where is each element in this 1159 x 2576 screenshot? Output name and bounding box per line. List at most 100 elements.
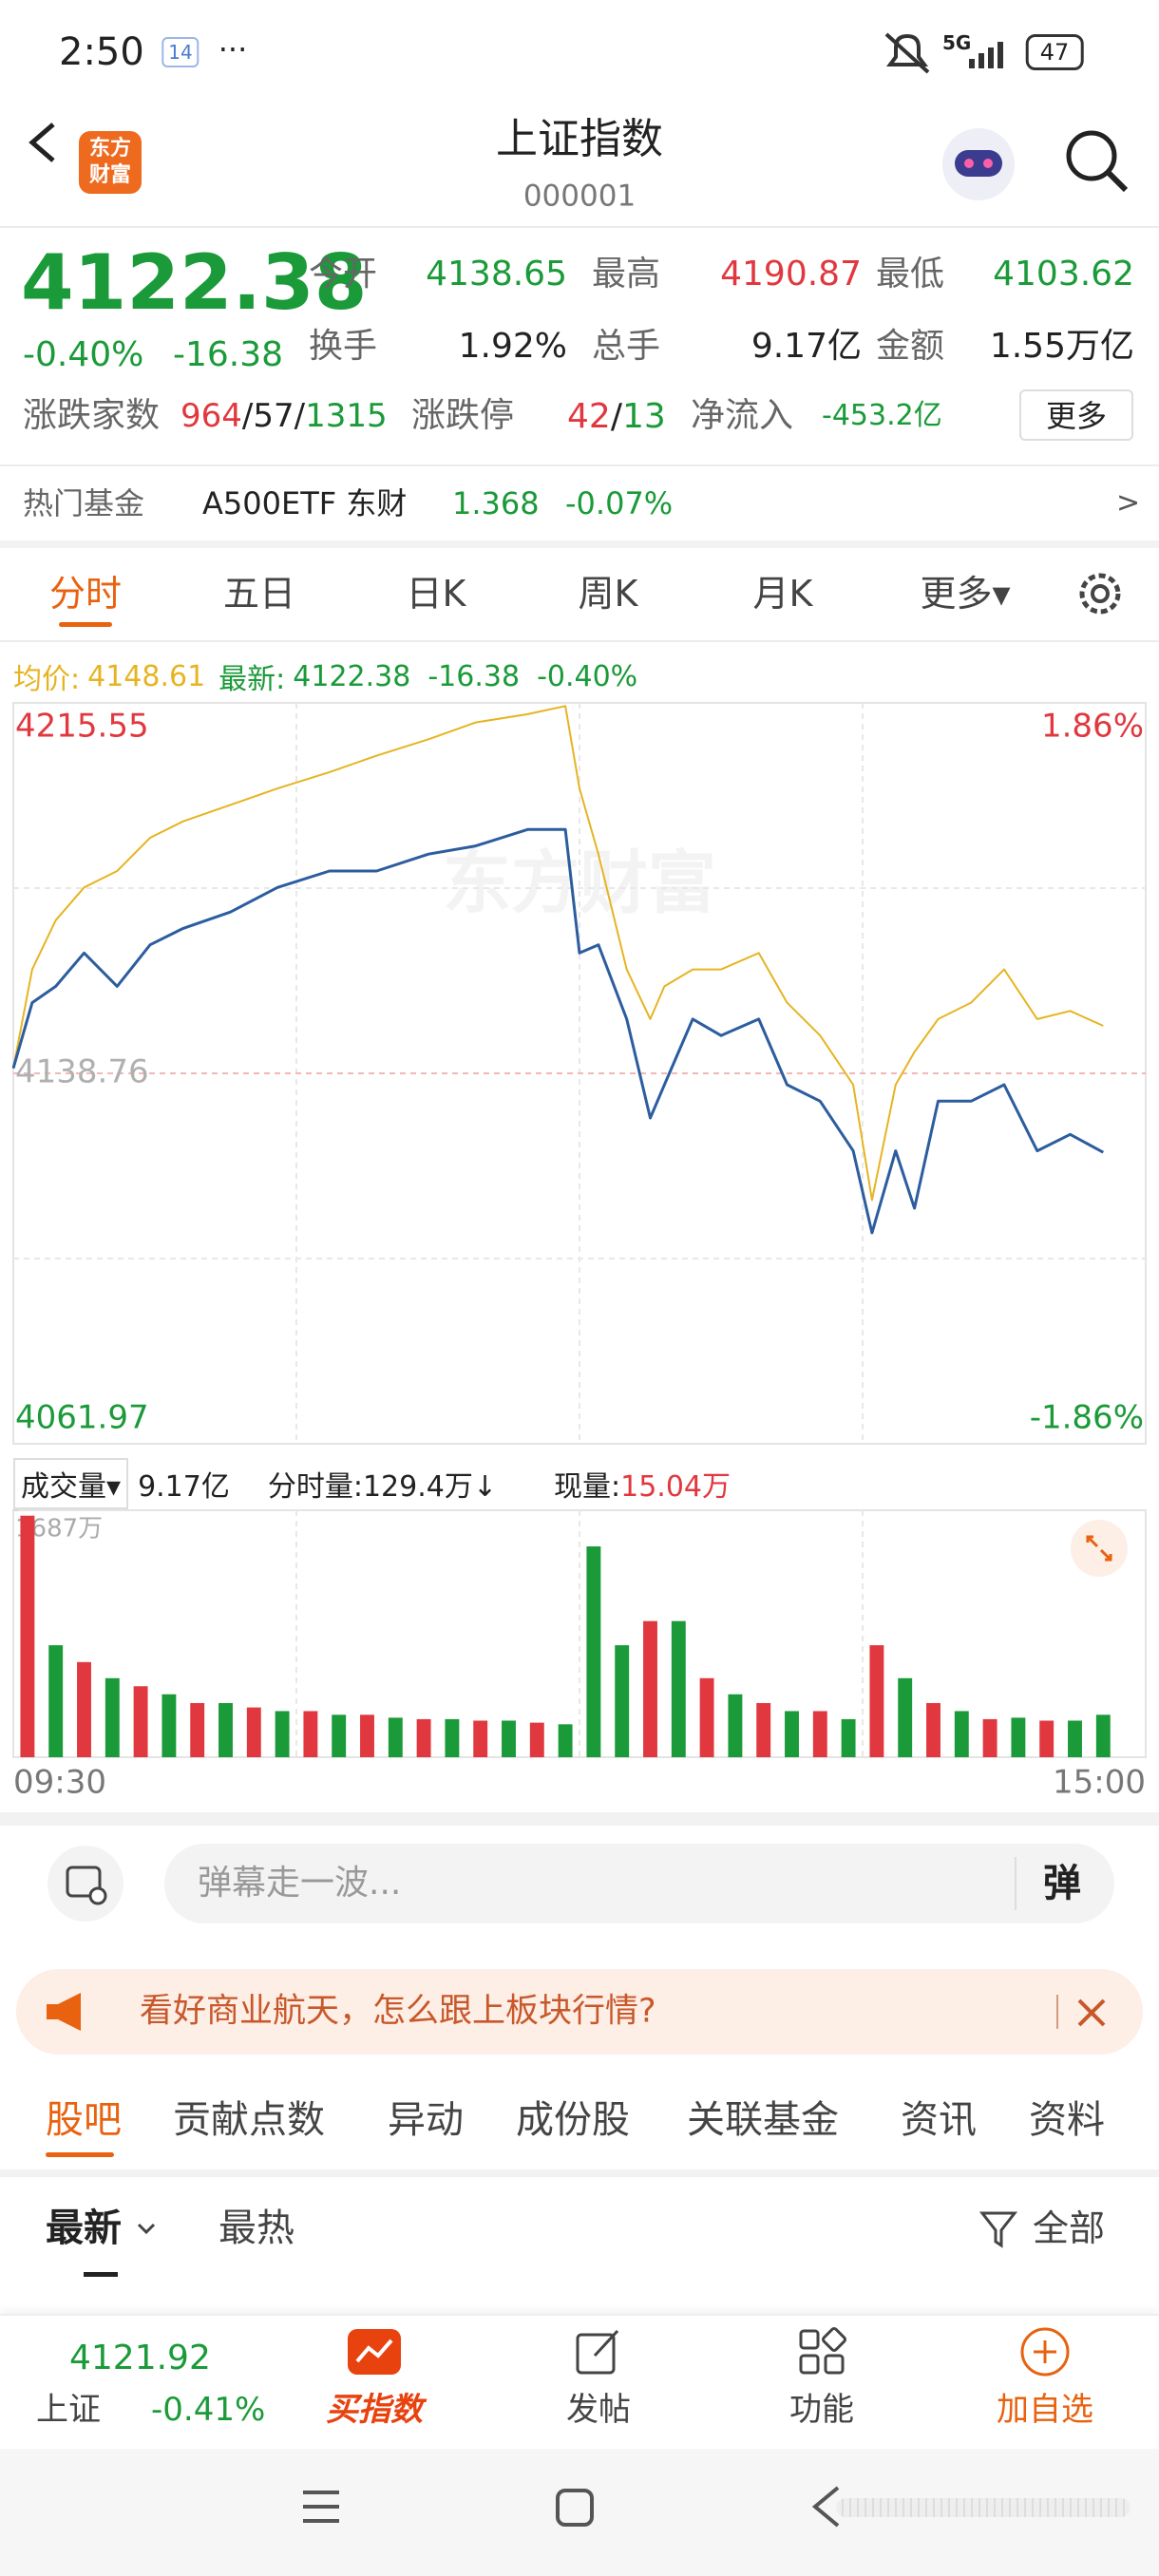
section-tab[interactable]: 异动 [388,2098,464,2142]
legend-pct: -0.40% [537,659,638,693]
x-tick-label: 09:30 [13,1764,106,1802]
close-cross[interactable] [1077,1998,1106,2027]
volume-bar [218,1702,233,1757]
nav-item[interactable]: 买指数 [326,2391,423,2429]
tab[interactable]: 日K [406,573,466,615]
y-tick-label: 4138.76 [15,1053,149,1091]
search-lens[interactable] [1066,130,1117,181]
assistant-avatar[interactable] [936,122,1021,207]
dropdown-icon[interactable] [135,2219,158,2238]
danmaku-icon-bg[interactable] [48,1846,124,1922]
add-circle[interactable] [1020,2327,1070,2377]
function-icon[interactable] [797,2327,846,2377]
nav-item[interactable]: 加自选 [997,2391,1093,2429]
filter-label[interactable]: 全部 [1033,2207,1106,2249]
section-tab[interactable]: 资讯 [901,2098,977,2142]
tab[interactable]: 月K [752,573,813,615]
breadth: 964/57/1315 [180,397,388,435]
section-tab[interactable]: 关联基金 [687,2098,839,2142]
buy-index-icon[interactable] [346,2327,403,2377]
post-icon-pen[interactable] [593,2329,619,2358]
add-watch-icon[interactable] [1018,2325,1072,2378]
hot-fund-name[interactable]: A500ETF 东财 [202,485,408,521]
search-icon[interactable] [1059,123,1135,199]
settings-icon[interactable] [1074,568,1126,619]
more-label[interactable]: 更多 [1045,398,1108,434]
section-tab[interactable]: 成份股 [516,2098,630,2142]
grid-cell[interactable] [799,2329,820,2350]
limit-label: 涨跌停 [411,396,515,435]
avatar-eye[interactable] [983,159,993,168]
danmaku-icon-box[interactable] [66,1866,102,1898]
current-volume: 15.04万 [620,1470,731,1504]
nav-item[interactable]: 功能 [789,2391,854,2429]
tab[interactable]: 周K [578,573,638,615]
menu-button[interactable] [299,2487,343,2527]
add-plus[interactable] [1034,2340,1056,2363]
gear-teeth[interactable] [1079,573,1121,615]
grid-cell[interactable] [824,2354,845,2375]
grid-cell[interactable] [822,2327,846,2352]
avatar-face[interactable] [955,150,1002,177]
danmaku-input[interactable] [164,1844,1114,1923]
post-icon-paper[interactable] [576,2333,616,2375]
volume-bar [756,1702,771,1757]
danmaku-button[interactable]: 弹 [1043,1862,1081,1905]
nav-item[interactable]: 发帖 [566,2391,631,2429]
volume-bar [558,1724,573,1757]
expand-bg[interactable] [1071,1520,1128,1577]
buy-icon-line[interactable] [355,2339,393,2363]
expand-icon[interactable] [1069,1518,1130,1579]
hot-fund-change: -0.07% [565,485,674,521]
section-tab[interactable]: 贡献点数 [173,2098,325,2142]
volume-bar [671,1620,686,1757]
chevron[interactable] [137,2223,156,2235]
status-dots: ··· [218,31,248,67]
y-tick-label: 4215.55 [15,708,149,746]
home-square[interactable] [556,2489,594,2527]
danmaku-placeholder[interactable]: 弹幕走一波... [198,1864,402,1903]
section-tab[interactable]: 资料 [1029,2098,1105,2142]
close-icon[interactable] [1074,1995,1110,2031]
filter-icon[interactable] [977,2206,1024,2253]
volume-bar [926,1702,940,1757]
sub-tab[interactable]: 最热 [218,2207,294,2250]
avatar-eye[interactable] [964,159,974,168]
volume-bar [869,1645,884,1757]
danmaku-icon-gear[interactable] [88,1886,107,1905]
volume-bar [812,1711,827,1757]
grid-cell[interactable] [799,2354,820,2375]
hot-fund-arrow[interactable]: > [1116,486,1141,520]
back-arrow[interactable] [28,123,55,162]
back-button[interactable] [808,2484,846,2529]
section-tab[interactable]: 股吧 [46,2098,122,2142]
more-button[interactable] [1019,389,1133,441]
signal-bar [988,47,994,68]
legend-value: 4148.61 [87,659,206,693]
danmaku-icon[interactable] [43,1843,128,1924]
volume-bar [502,1720,516,1757]
home-button[interactable] [554,2487,596,2529]
banner-text[interactable]: 看好商业航天，怎么跟上板块行情? [140,1992,656,2031]
tab[interactable]: 更多▾ [920,573,1011,615]
expand-arrows[interactable] [1086,1535,1112,1562]
volume-selector[interactable]: 成交量▾ [13,1458,129,1509]
search-handle[interactable] [1106,170,1129,193]
gear-hub[interactable] [1091,584,1110,603]
back-chevron[interactable] [811,2486,840,2528]
post-icon[interactable] [574,2327,623,2377]
volume-bar [1011,1717,1026,1757]
funnel[interactable] [978,2211,1018,2248]
menu-lines[interactable] [303,2491,339,2523]
stat-value: 1.55万亿 [989,327,1134,366]
back-icon[interactable] [19,119,66,166]
tab-underline [46,2152,114,2157]
volume-bar [954,1711,969,1757]
y-tick-label: 4061.97 [15,1399,149,1437]
sub-tab[interactable]: 最新 [46,2207,122,2250]
logo [79,131,142,194]
banner[interactable] [16,1969,1143,2055]
tab[interactable]: 分时 [48,573,123,615]
tab[interactable]: 五日 [222,573,296,615]
